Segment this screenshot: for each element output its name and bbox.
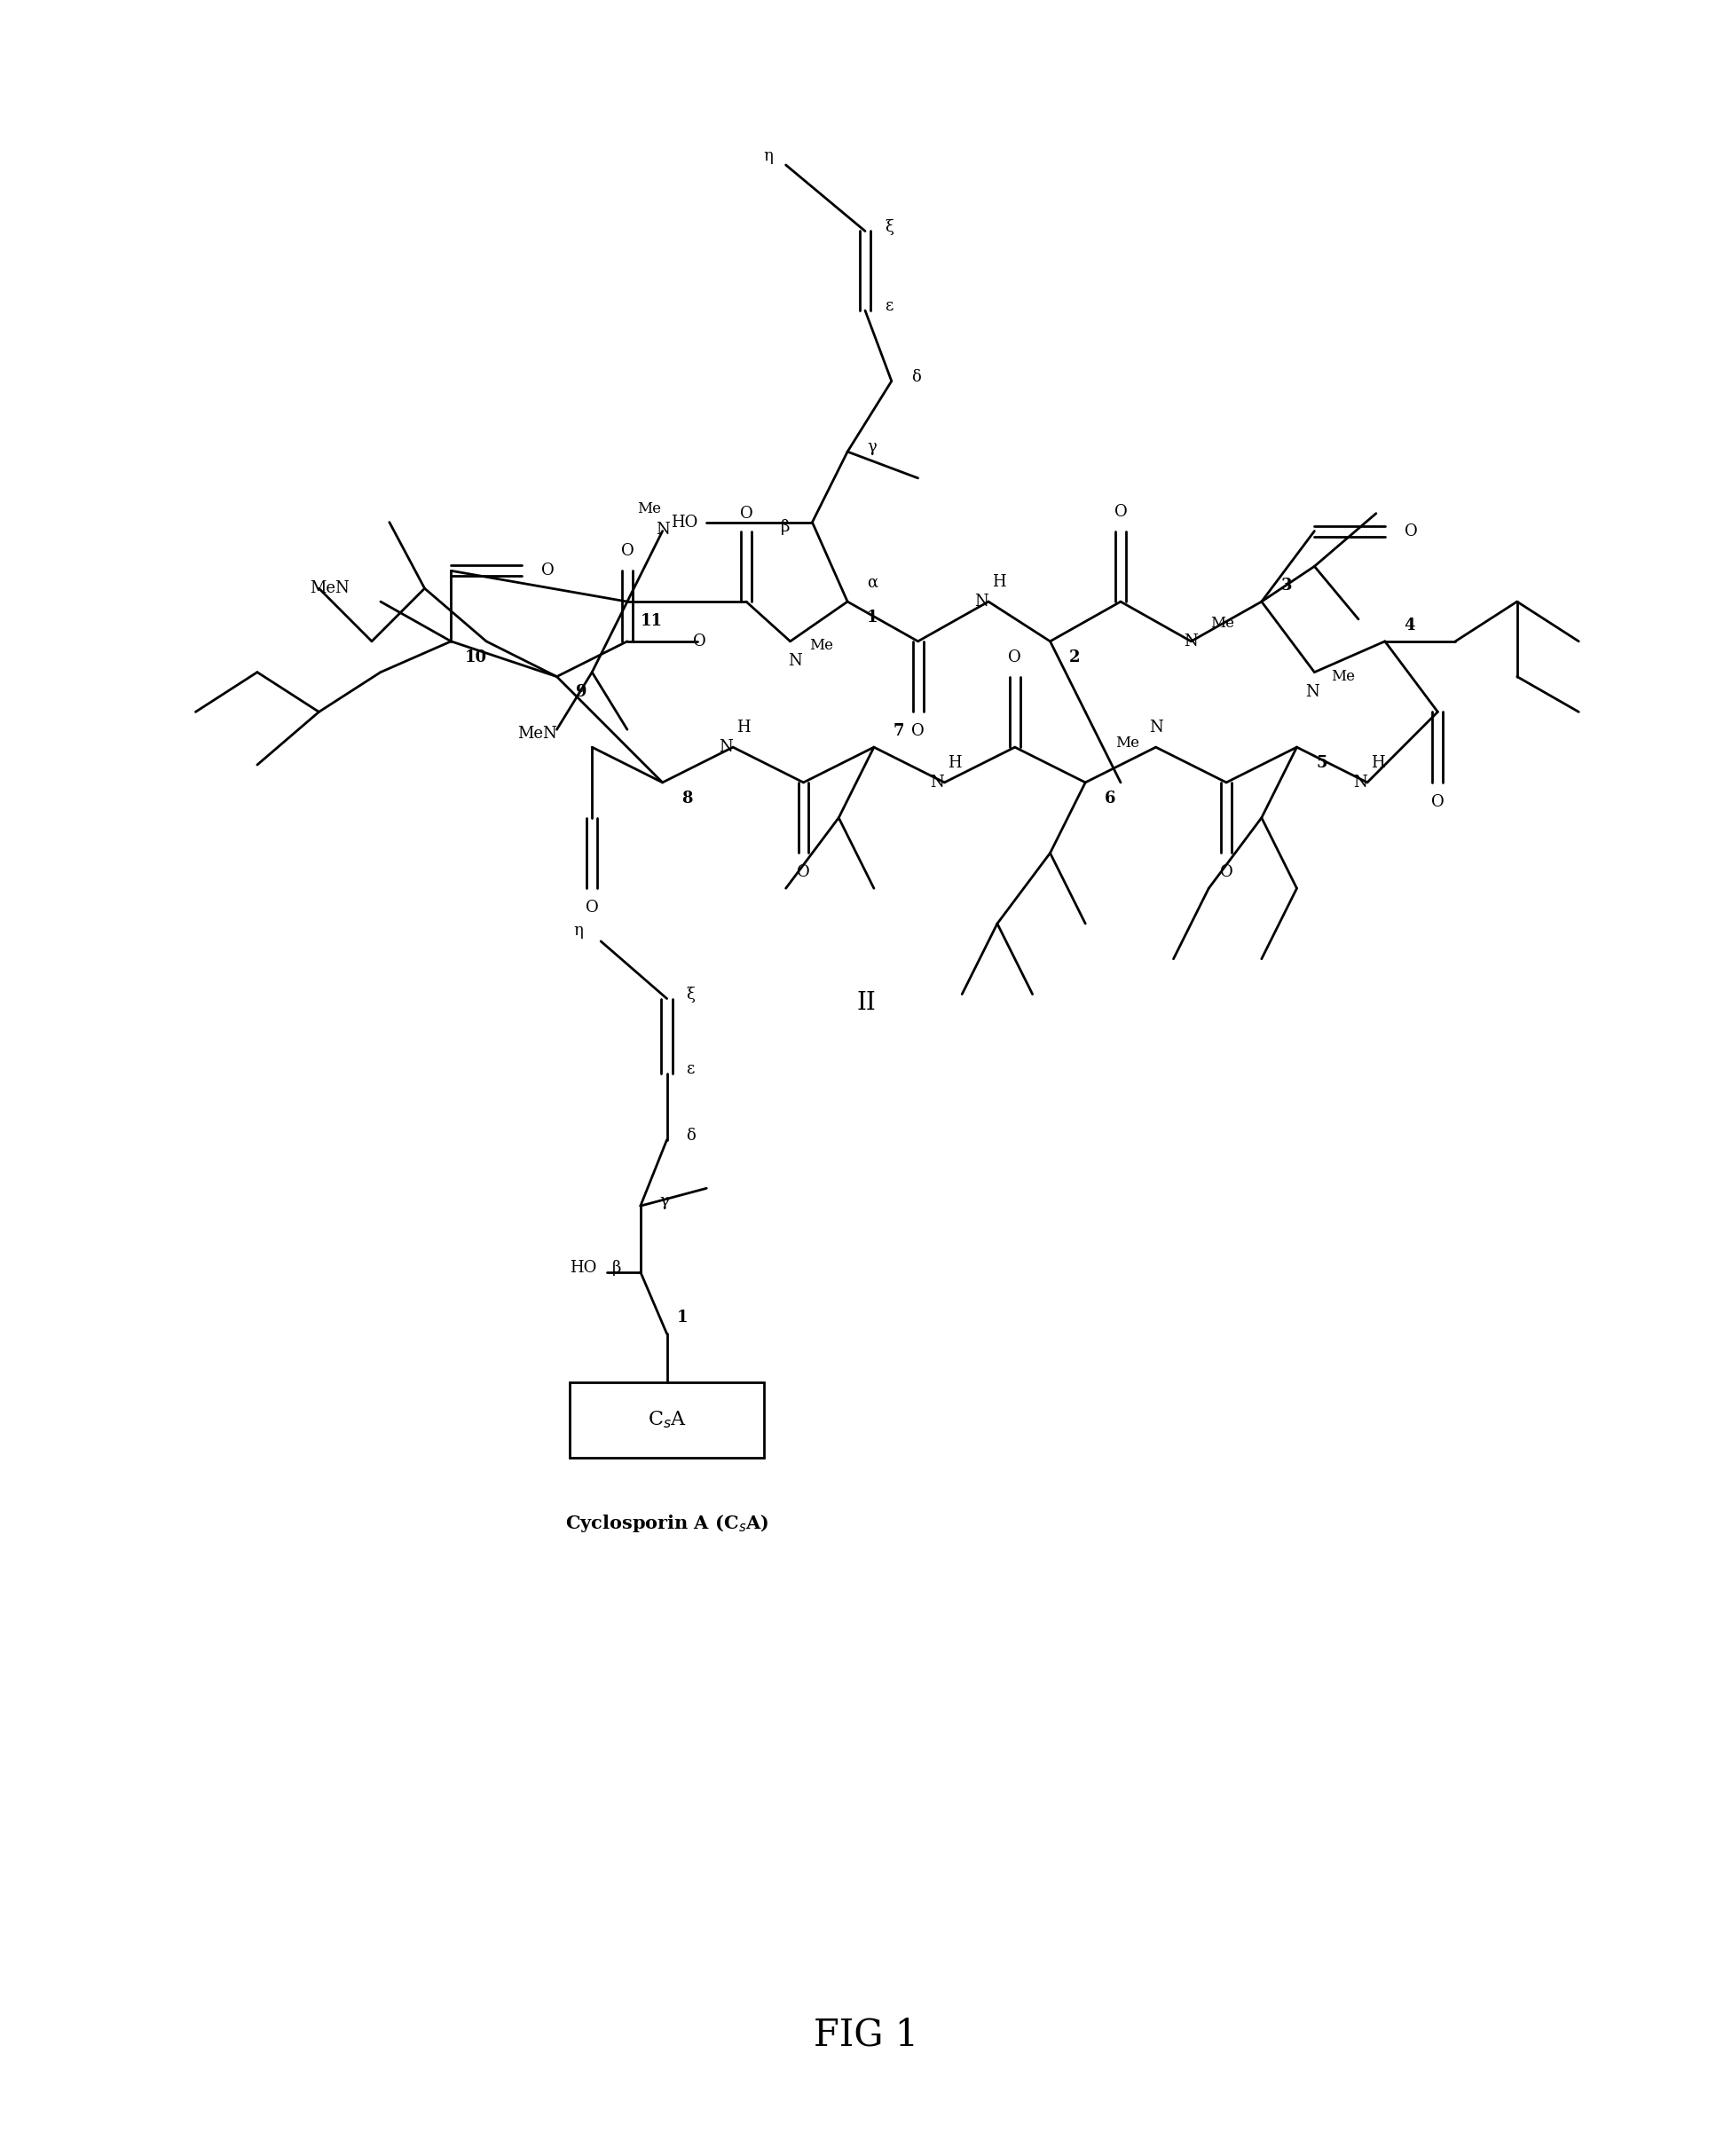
Text: γ: γ bbox=[660, 1194, 669, 1210]
Text: 6: 6 bbox=[1105, 791, 1115, 806]
Text: N: N bbox=[1353, 774, 1367, 791]
Text: ε: ε bbox=[686, 1061, 695, 1078]
Text: ε: ε bbox=[885, 298, 892, 315]
Text: O: O bbox=[1008, 649, 1022, 666]
Text: 5: 5 bbox=[1316, 755, 1327, 772]
Text: FIG 1: FIG 1 bbox=[814, 2016, 918, 2055]
Text: O: O bbox=[740, 505, 753, 522]
Text: N: N bbox=[1306, 683, 1320, 699]
Text: O: O bbox=[1405, 524, 1417, 539]
Text: N: N bbox=[975, 593, 989, 610]
Text: O: O bbox=[911, 722, 925, 740]
Text: O: O bbox=[693, 634, 707, 649]
Text: 3: 3 bbox=[1280, 578, 1292, 593]
Text: η: η bbox=[764, 149, 772, 164]
Text: 8: 8 bbox=[682, 791, 693, 806]
Text: HO: HO bbox=[570, 1259, 596, 1276]
Text: H: H bbox=[736, 720, 750, 735]
Text: ξ: ξ bbox=[686, 985, 695, 1003]
Text: N: N bbox=[788, 653, 802, 668]
Text: H: H bbox=[992, 573, 1006, 591]
Text: 1: 1 bbox=[677, 1311, 688, 1326]
Text: II: II bbox=[856, 992, 876, 1015]
Text: N: N bbox=[655, 522, 670, 537]
Text: 11: 11 bbox=[641, 612, 663, 630]
Text: Me: Me bbox=[637, 502, 662, 517]
Text: N: N bbox=[930, 774, 944, 791]
Text: O: O bbox=[585, 899, 599, 916]
Text: 9: 9 bbox=[577, 683, 587, 701]
Text: O: O bbox=[540, 563, 554, 578]
Text: O: O bbox=[1219, 865, 1233, 880]
Text: Me: Me bbox=[1115, 735, 1140, 750]
Text: ξ: ξ bbox=[885, 218, 894, 235]
Text: O: O bbox=[620, 543, 634, 558]
Text: β: β bbox=[781, 520, 790, 535]
Text: O: O bbox=[1431, 793, 1444, 811]
Text: N: N bbox=[719, 740, 733, 755]
Text: MeN: MeN bbox=[310, 580, 350, 597]
Text: Cyclosporin A (C$_s$A): Cyclosporin A (C$_s$A) bbox=[565, 1514, 769, 1535]
Text: H: H bbox=[947, 755, 961, 772]
Text: 4: 4 bbox=[1405, 617, 1415, 634]
Text: α: α bbox=[866, 573, 878, 591]
Text: β: β bbox=[611, 1259, 622, 1276]
Text: 7: 7 bbox=[894, 722, 904, 740]
Text: Me: Me bbox=[809, 638, 833, 653]
Text: MeN: MeN bbox=[518, 727, 556, 742]
Text: 10: 10 bbox=[464, 649, 487, 666]
Text: δ: δ bbox=[686, 1128, 696, 1143]
Text: HO: HO bbox=[670, 515, 698, 530]
Text: Me: Me bbox=[1211, 617, 1233, 632]
Text: η: η bbox=[573, 923, 584, 938]
Text: N: N bbox=[1148, 720, 1162, 735]
Text: O: O bbox=[797, 865, 811, 880]
Text: γ: γ bbox=[868, 440, 876, 455]
Text: Me: Me bbox=[1330, 668, 1354, 683]
Text: H: H bbox=[1372, 755, 1386, 772]
Text: 1: 1 bbox=[866, 610, 878, 625]
Text: δ: δ bbox=[911, 369, 920, 384]
Text: O: O bbox=[1114, 505, 1128, 520]
Bar bbox=[570, 1382, 764, 1457]
Text: 2: 2 bbox=[1069, 649, 1081, 666]
Text: C$_s$A: C$_s$A bbox=[648, 1410, 686, 1429]
Text: N: N bbox=[1185, 634, 1199, 649]
